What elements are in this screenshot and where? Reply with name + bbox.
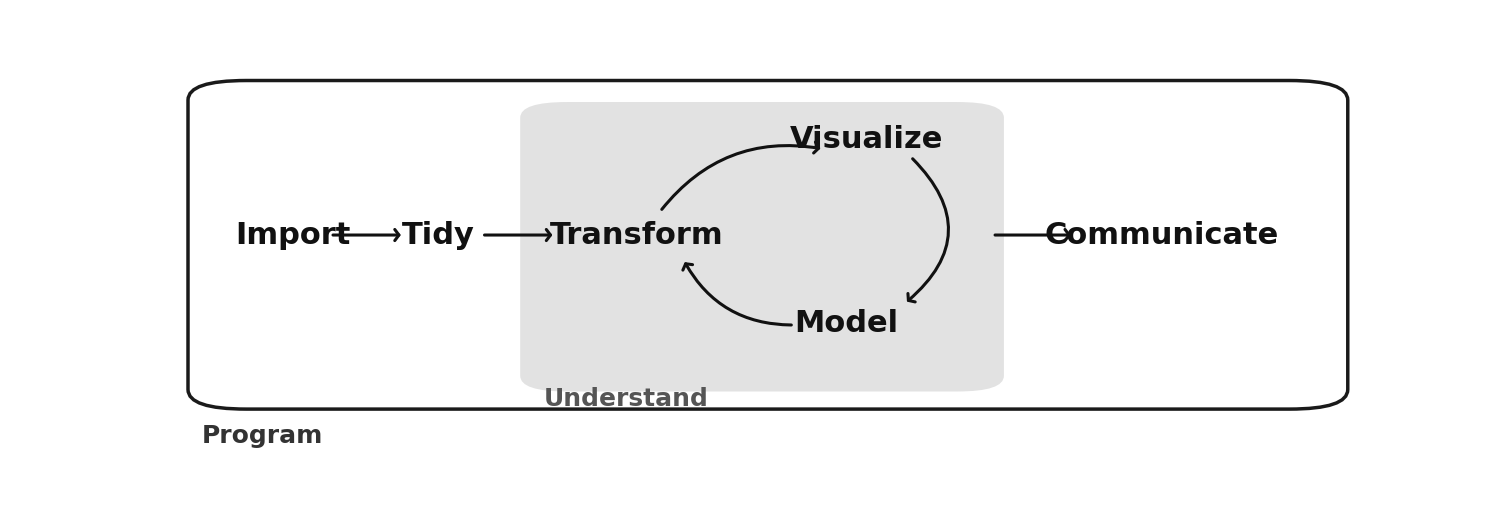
Text: Understand: Understand	[543, 387, 708, 411]
Text: Import: Import	[235, 220, 350, 249]
Text: Program: Program	[202, 424, 323, 448]
Text: Model: Model	[794, 308, 898, 337]
FancyBboxPatch shape	[520, 102, 1005, 392]
Text: Tidy: Tidy	[402, 220, 475, 249]
Text: Visualize: Visualize	[790, 124, 943, 154]
Text: Transform: Transform	[550, 220, 723, 249]
Text: Communicate: Communicate	[1044, 220, 1278, 249]
